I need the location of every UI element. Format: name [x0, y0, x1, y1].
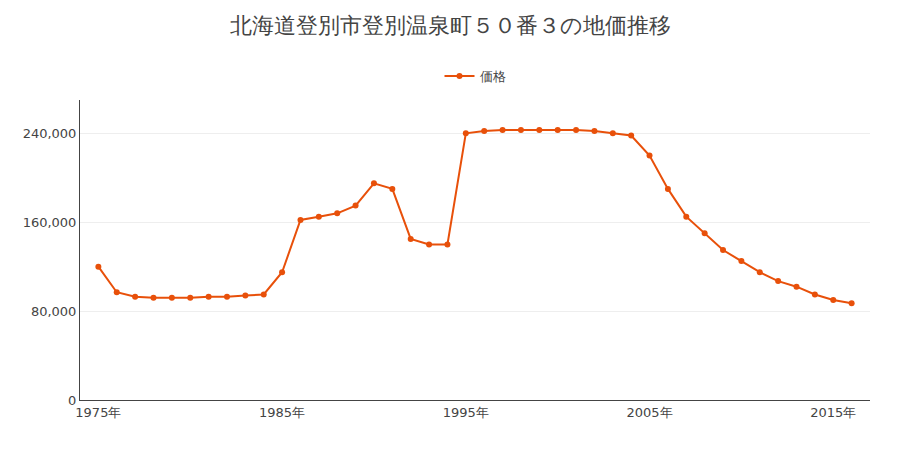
svg-text:0: 0 — [68, 393, 76, 408]
svg-text:価格: 価格 — [480, 69, 506, 84]
svg-text:北海道登別市登別温泉町５０番３の地価推移: 北海道登別市登別温泉町５０番３の地価推移 — [230, 13, 671, 38]
svg-text:80,000: 80,000 — [31, 304, 77, 319]
svg-text:2015年: 2015年 — [810, 405, 856, 420]
svg-text:2005年: 2005年 — [626, 405, 672, 420]
svg-text:1975年: 1975年 — [75, 405, 121, 420]
svg-text:1985年: 1985年 — [259, 405, 305, 420]
svg-text:160,000: 160,000 — [23, 215, 77, 230]
svg-text:240,000: 240,000 — [23, 126, 77, 141]
svg-text:1995年: 1995年 — [443, 405, 489, 420]
